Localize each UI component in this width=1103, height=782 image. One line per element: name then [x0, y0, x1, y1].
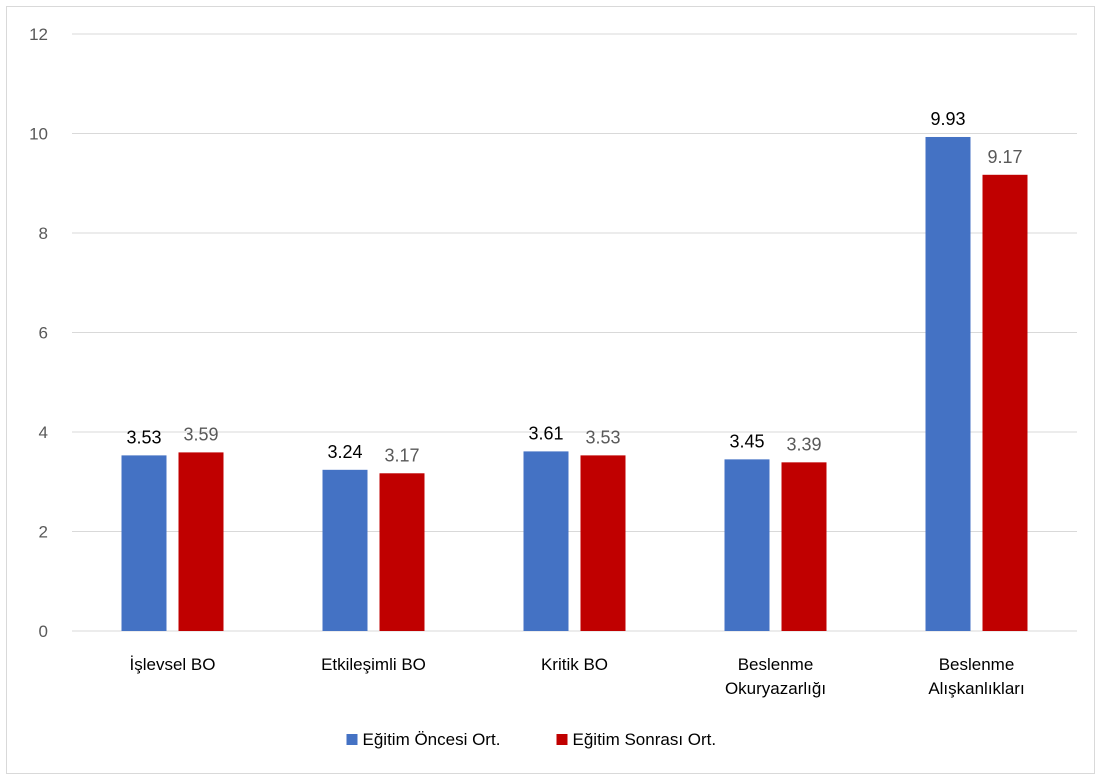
- bar-pre: [121, 455, 167, 631]
- bar-post: [580, 455, 626, 631]
- bar-post: [781, 462, 827, 631]
- x-category-label: Alışkanlıkları: [928, 679, 1024, 698]
- bar-pre: [925, 136, 971, 632]
- legend-swatch: [556, 734, 568, 745]
- data-label: 3.39: [786, 434, 821, 454]
- x-category-label: Okuryazarlığı: [725, 679, 826, 698]
- bar-pre: [322, 469, 368, 631]
- bar-post: [379, 473, 425, 631]
- data-label: 3.61: [528, 423, 563, 443]
- y-tick-label: 2: [39, 523, 48, 542]
- data-label: 3.24: [327, 442, 362, 462]
- data-label: 9.17: [987, 147, 1022, 167]
- bar-post: [982, 174, 1028, 632]
- data-label: 3.53: [126, 427, 161, 447]
- bar-pre: [523, 451, 569, 631]
- data-label: 3.59: [183, 424, 218, 444]
- x-category-label: Kritik BO: [541, 655, 608, 674]
- bar-post: [178, 452, 224, 631]
- data-label: 3.17: [384, 445, 419, 465]
- y-tick-label: 8: [39, 224, 48, 243]
- data-label: 3.45: [729, 431, 764, 451]
- x-category-label: Etkileşimli BO: [321, 655, 426, 674]
- data-label: 9.93: [930, 109, 965, 129]
- y-tick-label: 6: [39, 324, 48, 343]
- y-tick-label: 12: [29, 25, 48, 44]
- x-category-label: Beslenme: [939, 655, 1015, 674]
- y-tick-label: 4: [39, 423, 48, 442]
- bar-pre: [724, 459, 770, 631]
- legend-label: Eğitim Sonrası Ort.: [573, 730, 717, 749]
- x-category-label: İşlevsel BO: [130, 655, 216, 674]
- y-tick-label: 0: [39, 622, 48, 641]
- x-category-label: Beslenme: [738, 655, 814, 674]
- data-label: 3.53: [585, 427, 620, 447]
- legend-swatch: [346, 734, 358, 745]
- y-tick-label: 10: [29, 125, 48, 144]
- legend-label: Eğitim Öncesi Ort.: [363, 730, 501, 749]
